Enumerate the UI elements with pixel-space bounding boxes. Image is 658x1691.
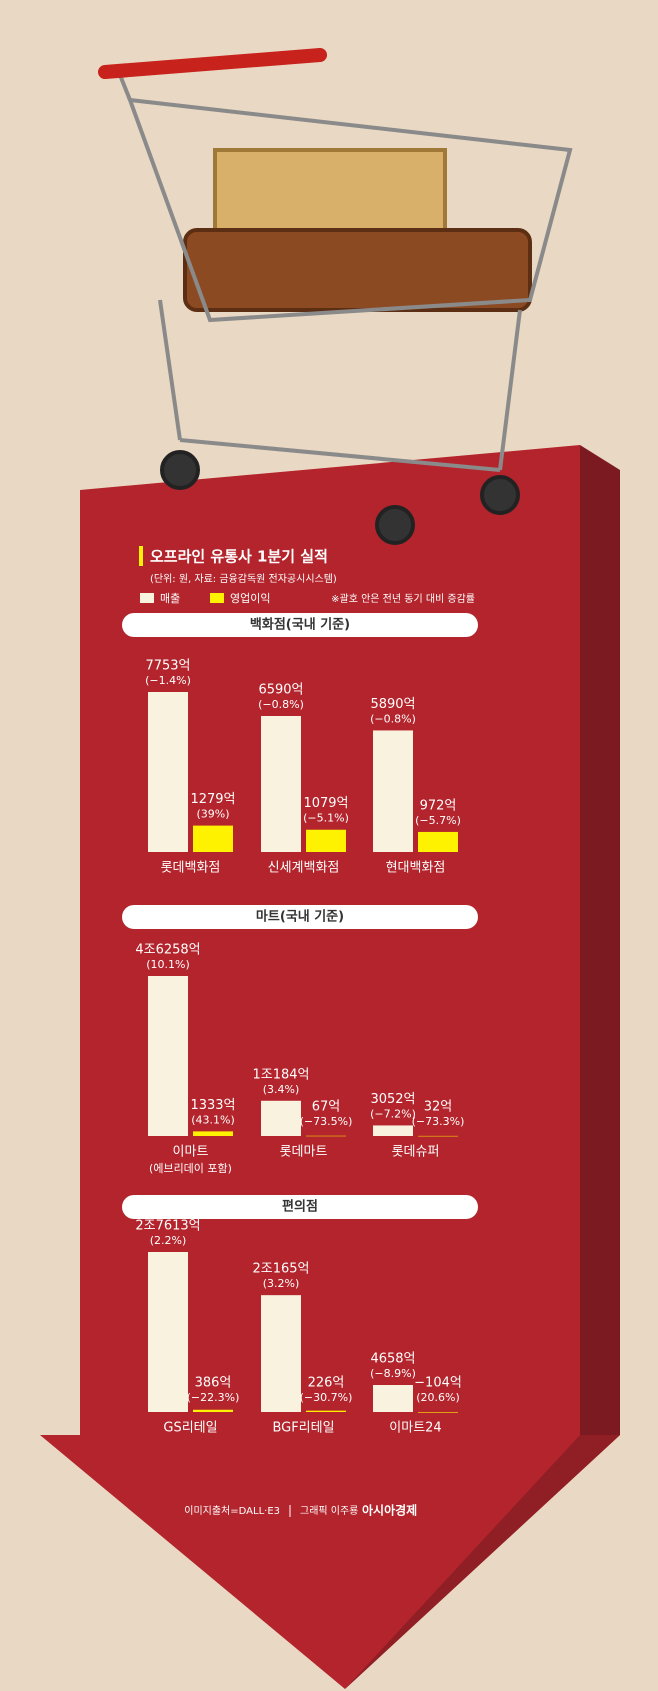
bar [373,730,413,852]
bar [261,1295,301,1412]
value-label: 7753억 [145,659,190,674]
note: ※괄호 안은 전년 동기 대비 증감률 [331,593,475,605]
belt [183,228,532,312]
title-marker [139,546,143,566]
bar [418,1412,458,1413]
bar [418,1135,458,1137]
legend-label: 매출 [160,592,180,605]
change-label: (−22.3%) [187,1391,240,1404]
category-label: 롯데슈퍼 [392,1145,440,1160]
value-label: 6590억 [258,683,303,698]
bar [306,1410,346,1412]
section-title: 마트(국내 기준) [256,909,344,925]
section-pill [122,613,478,637]
bar [193,825,233,852]
section-pill [122,1195,478,1219]
category-label: GS리테일 [163,1421,217,1436]
bar [193,1131,233,1136]
value-label: 972억 [420,798,457,813]
change-label: (−7.2%) [370,1107,416,1120]
section-pill [122,905,478,929]
value-label: 5890억 [370,697,415,712]
change-label: (−0.8%) [370,712,416,725]
change-label: (−73.5%) [300,1115,353,1128]
bar [418,831,458,852]
change-label: (20.6%) [416,1391,460,1404]
legend-swatch [210,593,224,603]
category-label: BGF리테일 [272,1421,334,1436]
graphic-credit: 그래픽 이주룡 [300,1505,358,1517]
value-label: 1079억 [303,796,348,811]
bar [148,976,188,1136]
change-label: (−5.7%) [415,814,461,827]
value-label: 226억 [308,1376,345,1391]
value-label: 2조165억 [252,1262,309,1277]
category-label: 이마트 [173,1145,209,1160]
cart-handle [98,48,327,79]
legend-swatch [140,593,154,603]
change-label: (−0.8%) [258,698,304,711]
subtitle: (단위: 원, 자료: 금융감독원 전자공시시스템) [150,572,337,585]
bar [261,716,301,852]
value-label: 2조7613억 [135,1219,200,1234]
cart-frame [179,438,501,472]
title: 오프라인 유통사 1분기 실적 [150,548,328,566]
category-label: 롯데백화점 [161,861,221,876]
category-label: 이마트24 [389,1421,441,1436]
bar [148,692,188,852]
section-title: 백화점(국내 기준) [250,617,350,633]
change-label: (10.1%) [146,958,190,971]
value-label: 67억 [312,1100,341,1115]
value-label: 4조6258억 [135,943,200,958]
change-label: (−73.3%) [412,1115,465,1128]
cart-frame [498,309,522,471]
value-label: −104억 [414,1376,462,1391]
change-label: (39%) [196,808,229,821]
value-label: 1333억 [190,1098,235,1113]
arrow-body [80,445,580,1435]
cart-basket [127,97,573,323]
bar [306,1135,346,1137]
cart-frame [118,74,132,101]
arrow-head-side [345,1435,620,1689]
change-label: (−8.9%) [370,1367,416,1380]
wheel [160,450,200,490]
value-label: 1조184억 [252,1067,309,1082]
value-label: 4658억 [370,1352,415,1367]
cart-frame [158,299,182,441]
change-label: (2.2%) [150,1234,187,1247]
cart-illustration [98,48,573,545]
legend-label: 영업이익 [230,592,270,605]
value-label: 386억 [195,1376,232,1391]
bar [306,829,346,852]
change-label: (−5.1%) [303,812,349,825]
bar [373,1125,413,1136]
bar [148,1252,188,1412]
change-label: (3.4%) [263,1083,300,1096]
bar [193,1409,233,1412]
category-label: 현대백화점 [386,861,446,876]
change-label: (3.2%) [263,1277,300,1290]
value-label: 3052억 [370,1092,415,1107]
bar [261,1100,301,1136]
category-label: 신세계백화점 [268,861,340,876]
category-note: (에브리데이 포함) [149,1162,232,1175]
publisher: 아시아경제 [362,1503,417,1518]
change-label: (−30.7%) [300,1391,353,1404]
wheel [480,475,520,515]
change-label: (−1.4%) [145,674,191,687]
wheel [375,505,415,545]
value-label: 1279억 [190,792,235,807]
change-label: (43.1%) [191,1113,235,1126]
bar [373,1385,413,1412]
section-title: 편의점 [282,1199,318,1215]
value-label: 32억 [424,1100,453,1115]
category-label: 롯데마트 [280,1145,328,1160]
arrow-side [580,445,620,1435]
arrow-head [40,1435,620,1689]
image-credit: 이미지출처=DALL·E3 [184,1505,280,1517]
